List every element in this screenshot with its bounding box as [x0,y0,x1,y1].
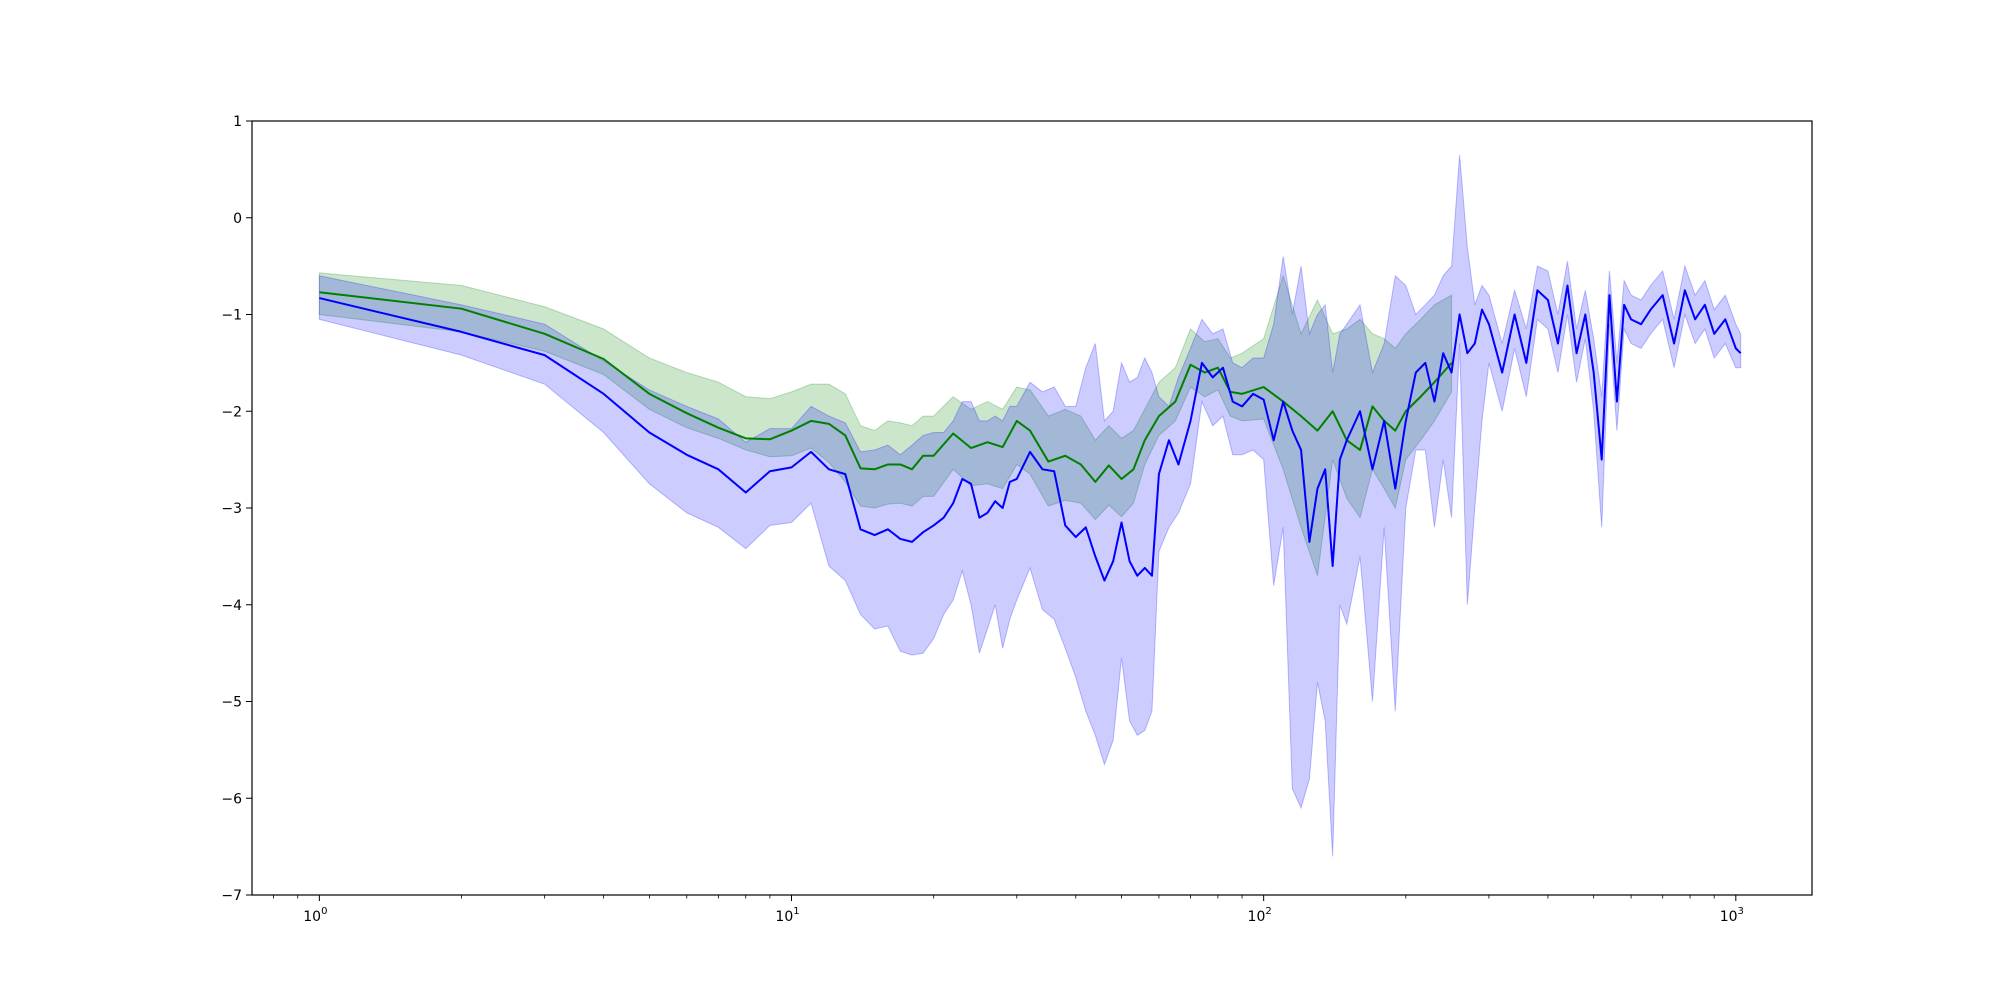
y-tick-label: −3 [221,501,242,517]
y-tick-label: 0 [233,211,242,227]
x-tick-label: 101 [775,906,799,925]
y-tick-label: −2 [221,404,242,420]
y-tick-label: −6 [221,791,242,807]
y-tick-label: 1 [233,114,242,130]
series-1-band [318,272,1453,576]
x-tick-label: 103 [1720,906,1744,925]
bands-layer [318,154,1742,857]
x-tick-label: 100 [303,906,327,925]
y-axis: 1 0 −1 −2 −3 −4 −5 −6 −7 [221,114,252,904]
series-2-band [318,154,1742,857]
lines-layer [319,284,1742,582]
x-axis: 100 101 102 103 [273,895,1744,925]
x-tick-label: 102 [1248,906,1272,925]
y-tick-label: −7 [221,888,242,904]
y-tick-label: −1 [221,308,242,324]
series-1-line [319,291,1453,483]
y-tick-label: −5 [221,695,242,711]
series-2-line [319,284,1742,582]
y-tick-label: −4 [221,598,242,614]
